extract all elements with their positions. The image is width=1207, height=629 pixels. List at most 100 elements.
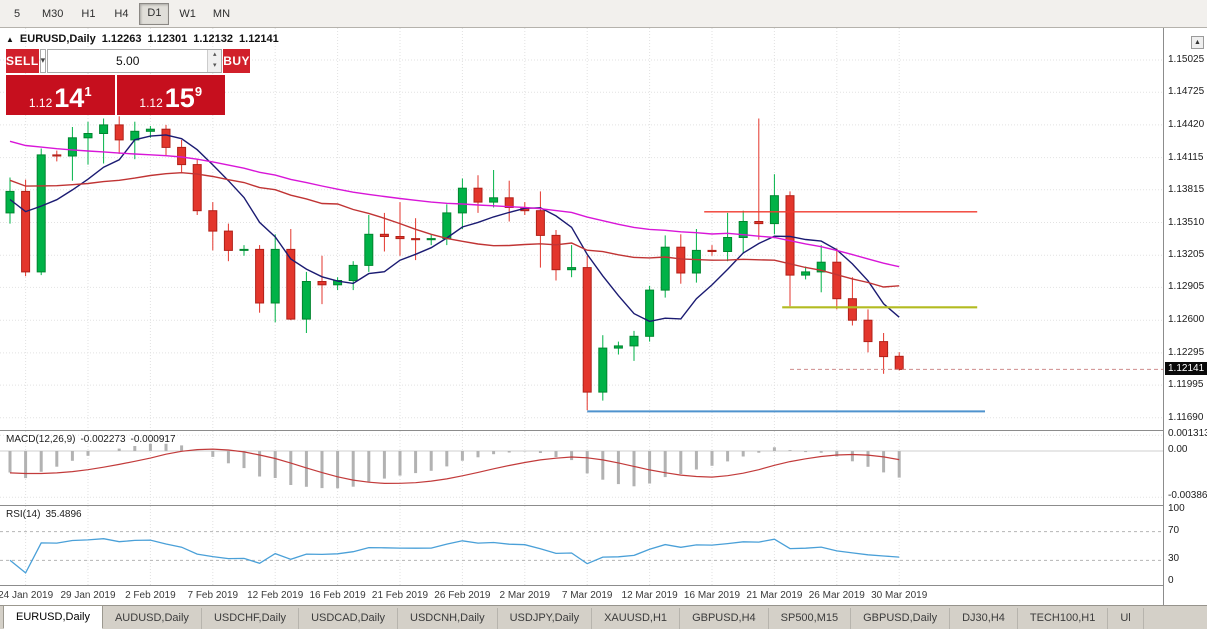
date-label: 7 Mar 2019 [561,590,613,601]
axis-tick-label: 1.15025 [1168,54,1205,65]
date-label: 26 Feb 2019 [434,590,491,601]
order-type-dropdown[interactable]: ▾ [39,49,47,73]
axis-tick-label: 1.12295 [1168,346,1205,358]
axis-tick-label: 1.11995 [1168,379,1204,391]
timeframe-button-d1[interactable]: D1 [139,2,170,25]
macd-chart[interactable] [0,431,1163,505]
timeframe-button-m30[interactable]: M30 [42,7,64,20]
tab-audusd-daily[interactable]: AUDUSD,Daily [103,608,202,629]
buy-price-prefix: 1.12 [139,96,163,110]
tab-ul[interactable]: Ul [1108,608,1144,629]
macd-value-signal: -0.000917 [130,434,176,445]
date-label: 2 Feb 2019 [125,590,176,601]
tab-eurusd-daily[interactable]: EURUSD,Daily [3,605,103,629]
tab-usdcad-daily[interactable]: USDCAD,Daily [299,608,399,629]
axis-tick-label: 1.11690 [1168,411,1204,423]
date-label: 21 Feb 2019 [371,590,429,601]
tab-dj30-h4[interactable]: DJ30,H4 [950,608,1018,629]
rsi-indicator-pane[interactable]: RSI(14) 35.4896 [0,505,1163,585]
timeframe-button-mn[interactable]: MN [212,7,231,20]
date-label: 30 Mar 2019 [871,590,928,601]
buy-price-big: 15 [164,83,195,113]
timeframe-button-5[interactable]: 5 [13,7,21,20]
timeframe-button-h4[interactable]: H4 [114,7,129,20]
sell-price-display[interactable]: 1.12 14 1 [6,75,115,115]
ohlc-low: 1.12132 [193,33,234,45]
main-chart-pane[interactable]: ▲ EURUSD,Daily 1.12263 1.12301 1.12132 1… [0,28,1163,430]
tab-usdchf-daily[interactable]: USDCHF,Daily [202,608,300,629]
axis-tick-label: -0.003862 [1168,490,1207,502]
macd-indicator-pane[interactable]: MACD(12,26,9) -0.002273 -0.000917 [0,430,1163,505]
axis-tick-label: 1.13510 [1168,216,1205,228]
chevron-down-icon: ▾ [40,55,46,65]
volume-decrease-button[interactable]: ▾ [208,61,222,72]
tab-gbpusd-h4[interactable]: GBPUSD,H4 [680,608,769,629]
sell-price-prefix: 1.12 [28,96,53,110]
rsi-name: RSI(14) [6,509,41,520]
ma-fast-line [9,134,900,323]
axis-tick-label: 100 [1168,503,1185,514]
timeframe-button-w1[interactable]: W1 [179,7,196,20]
macd-value-main: -0.002273 [80,434,126,445]
axis-tick-label: 1.14115 [1168,151,1204,163]
date-label: 24 Jan 2019 [0,590,54,601]
timeframe-toolbar: 5 M30 H1 H4 D1 W1 MN [0,0,1207,28]
chart-tabs-bar: EURUSD,Daily AUDUSD,Daily USDCHF,Daily USDC… [0,605,1207,629]
ma-slow-line [9,140,900,268]
buy-price-display[interactable]: 1.12 15 9 [116,75,225,115]
sell-price-big: 14 [54,83,85,113]
macd-histogram [8,443,901,489]
scroll-up-button[interactable]: ▲ [1191,36,1204,49]
macd-label: MACD(12,26,9) -0.002273 -0.000917 [6,434,181,445]
chart-title: ▲ EURUSD,Daily 1.12263 1.12301 1.12132 1… [6,33,279,45]
price-axis[interactable]: ▲ 1.15025 1.14725 1.14420 1.14115 1.13815 1.1… [1163,28,1207,605]
axis-tick-label: 0.00 [1168,444,1188,455]
rsi-line [9,538,900,574]
ohlc-high: 1.12301 [147,33,188,45]
volume-steppers: ▴ ▾ [207,50,222,72]
ma-medium-line [9,171,900,288]
volume-input[interactable] [48,50,208,72]
date-label: 16 Feb 2019 [309,590,366,601]
date-label: 16 Mar 2019 [683,590,741,601]
axis-tick-label: 1.13205 [1168,249,1205,261]
date-label: 12 Feb 2019 [247,590,304,601]
ohlc-open: 1.12263 [101,33,142,45]
timeframe-button-h1[interactable]: H1 [81,7,96,20]
date-label: 12 Mar 2019 [621,590,678,601]
tab-usdjpy-daily[interactable]: USDJPY,Daily [498,608,593,629]
macd-name: MACD(12,26,9) [6,434,76,445]
rsi-chart[interactable] [0,506,1163,585]
axis-tick-label: 0.001313 [1168,428,1207,440]
axis-tick-label: 30 [1168,553,1180,565]
volume-field: ▴ ▾ [47,49,223,73]
axis-tick-label: 0 [1168,575,1174,586]
tab-usdcnh-daily[interactable]: USDCNH,Daily [398,608,498,629]
date-label: 29 Jan 2019 [60,590,116,601]
collapse-icon[interactable]: ▲ [6,34,14,44]
buy-button[interactable]: BUY [223,49,251,73]
tab-xauusd-h1[interactable]: XAUUSD,H1 [592,608,681,629]
sell-price-sup: 1 [84,84,92,99]
axis-tick-label: 1.14725 [1168,86,1205,98]
tab-tech100-h1[interactable]: TECH100,H1 [1018,608,1109,629]
tab-sp500-m15[interactable]: SP500,M15 [769,608,852,629]
current-price-badge: 1.12141 [1165,362,1207,376]
macd-signal-line [9,448,900,485]
volume-increase-button[interactable]: ▴ [208,50,222,61]
tab-gbpusd-daily[interactable]: GBPUSD,Daily [851,608,951,629]
chart-symbol: EURUSD,Daily [19,33,96,45]
axis-tick-label: 1.13815 [1168,183,1205,195]
axis-tick-label: 1.14420 [1168,118,1205,130]
date-label: 26 Mar 2019 [808,590,865,601]
candlestick-chart[interactable] [0,28,1163,430]
time-axis[interactable]: 24 Jan 2019 29 Jan 2019 2 Feb 2019 7 Feb 20… [0,585,1163,605]
axis-tick-label: 1.12905 [1168,281,1205,293]
axis-tick-label: 1.12600 [1168,314,1205,326]
rsi-label: RSI(14) 35.4896 [6,509,87,520]
sell-button[interactable]: SELL [6,49,39,73]
date-label: 21 Mar 2019 [746,590,803,601]
axis-tick-label: 70 [1168,524,1180,536]
